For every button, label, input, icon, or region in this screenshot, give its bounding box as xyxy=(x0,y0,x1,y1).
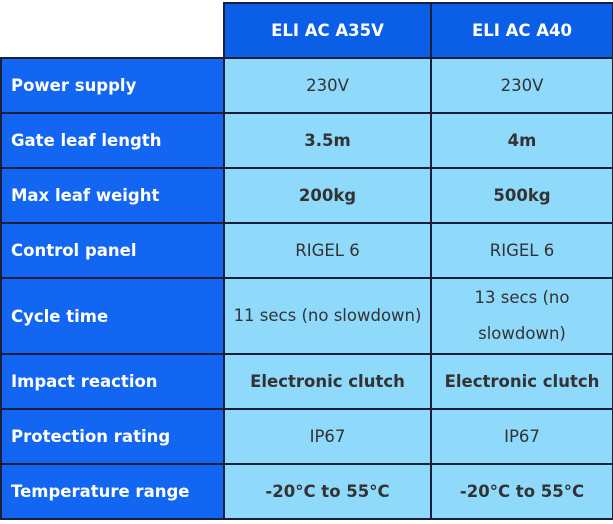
cell-value: 11 secs (no slowdown) xyxy=(223,277,432,355)
table-row: Max leaf weight 200kg 500kg xyxy=(0,167,613,224)
cell-value: RIGEL 6 xyxy=(430,222,613,279)
table-body: Power supply 230V 230V Gate leaf length 3.5m… xyxy=(0,57,613,520)
cell-value: -20°C to 55°C xyxy=(430,463,613,520)
row-label: Protection rating xyxy=(0,408,225,465)
table-row: Impact reaction Electronic clutch Electron… xyxy=(0,353,613,410)
cell-value: RIGEL 6 xyxy=(223,222,432,279)
table-row: Control panel RIGEL 6 RIGEL 6 xyxy=(0,222,613,279)
row-label: Gate leaf length xyxy=(0,112,225,169)
row-label: Max leaf weight xyxy=(0,167,225,224)
row-label: Temperature range xyxy=(0,463,225,520)
cell-value: 200kg xyxy=(223,167,432,224)
corner-cell xyxy=(0,2,225,59)
cell-value: Electronic clutch xyxy=(223,353,432,410)
cell-value: 230V xyxy=(430,57,613,114)
column-header: ELI AC A40 xyxy=(430,2,613,59)
table-row: Power supply 230V 230V xyxy=(0,57,613,114)
table-row: Gate leaf length 3.5m 4m xyxy=(0,112,613,169)
column-header: ELI AC A35V xyxy=(223,2,432,59)
cell-value: 3.5m xyxy=(223,112,432,169)
cell-value: IP67 xyxy=(430,408,613,465)
table-row: Temperature range -20°C to 55°C -20°C to 5… xyxy=(0,463,613,520)
row-label: Control panel xyxy=(0,222,225,279)
cell-value: -20°C to 55°C xyxy=(223,463,432,520)
cell-value: 230V xyxy=(223,57,432,114)
row-label: Power supply xyxy=(0,57,225,114)
table-row: Protection rating IP67 IP67 xyxy=(0,408,613,465)
cell-value: 13 secs (no slowdown) xyxy=(430,277,613,355)
cell-value: IP67 xyxy=(223,408,432,465)
row-label: Impact reaction xyxy=(0,353,225,410)
cell-value: 500kg xyxy=(430,167,613,224)
table-row: Cycle time 11 secs (no slowdown) 13 secs (… xyxy=(0,277,613,355)
header-row: ELI AC A35V ELI AC A40 xyxy=(0,2,613,59)
cell-value: Electronic clutch xyxy=(430,353,613,410)
cell-value: 4m xyxy=(430,112,613,169)
row-label: Cycle time xyxy=(0,277,225,355)
